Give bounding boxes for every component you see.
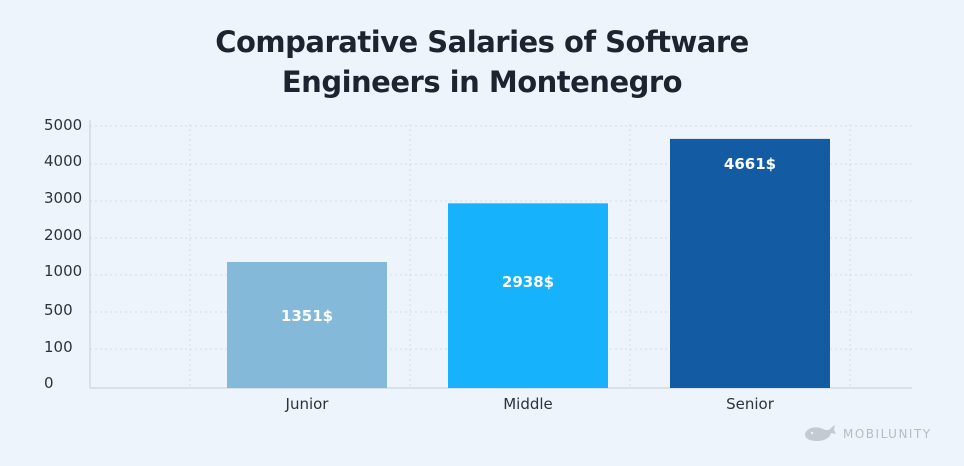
chart-title-line-1: Comparative Salaries of Software [215,25,749,59]
bar-middle [448,203,608,388]
bar-junior [227,262,387,388]
x-tick-label: Junior [285,395,330,413]
y-tick-label: 100 [44,338,73,356]
bar-value-label: 2938$ [502,273,554,291]
brand-watermark: MOBILUNITY [803,423,932,445]
watermark-text: MOBILUNITY [843,427,932,441]
y-tick-label: 500 [44,301,73,319]
y-tick-label: 2000 [44,226,82,244]
y-tick-label: 0 [44,374,54,392]
chart-title: Comparative Salaries of Software Enginee… [0,22,964,102]
y-tick-label: 3000 [44,189,82,207]
x-tick-label: Senior [726,395,775,413]
y-tick-label: 5000 [44,116,82,134]
whale-icon [803,422,837,447]
bar-value-label: 1351$ [281,307,333,325]
chart-title-line-2: Engineers in Montenegro [281,65,683,99]
y-tick-label: 4000 [44,152,82,170]
bar-value-label: 4661$ [724,155,776,173]
x-tick-label: Middle [503,395,553,413]
y-tick-label: 1000 [44,262,82,280]
bar-senior [670,138,830,388]
